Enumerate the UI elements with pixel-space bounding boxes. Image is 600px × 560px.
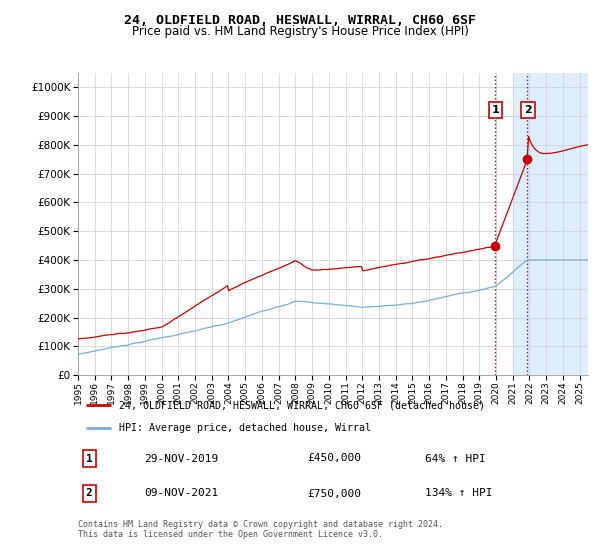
Text: 64% ↑ HPI: 64% ↑ HPI [425,454,485,464]
Text: 29-NOV-2019: 29-NOV-2019 [145,454,218,464]
Text: 1: 1 [86,454,92,464]
Text: HPI: Average price, detached house, Wirral: HPI: Average price, detached house, Wirr… [119,423,371,433]
Text: Contains HM Land Registry data © Crown copyright and database right 2024.
This d: Contains HM Land Registry data © Crown c… [78,520,443,539]
Text: 2: 2 [86,488,92,498]
Text: £750,000: £750,000 [308,488,361,498]
Text: 134% ↑ HPI: 134% ↑ HPI [425,488,493,498]
Text: 2: 2 [524,105,532,115]
Bar [513,73,588,375]
Text: £450,000: £450,000 [308,454,361,464]
Text: 09-NOV-2021: 09-NOV-2021 [145,488,218,498]
Text: 24, OLDFIELD ROAD, HESWALL, WIRRAL, CH60 6SF (detached house): 24, OLDFIELD ROAD, HESWALL, WIRRAL, CH60… [119,400,485,410]
Text: 24, OLDFIELD ROAD, HESWALL, WIRRAL, CH60 6SF: 24, OLDFIELD ROAD, HESWALL, WIRRAL, CH60… [124,14,476,27]
Text: Price paid vs. HM Land Registry's House Price Index (HPI): Price paid vs. HM Land Registry's House … [131,25,469,38]
Text: 1: 1 [491,105,499,115]
